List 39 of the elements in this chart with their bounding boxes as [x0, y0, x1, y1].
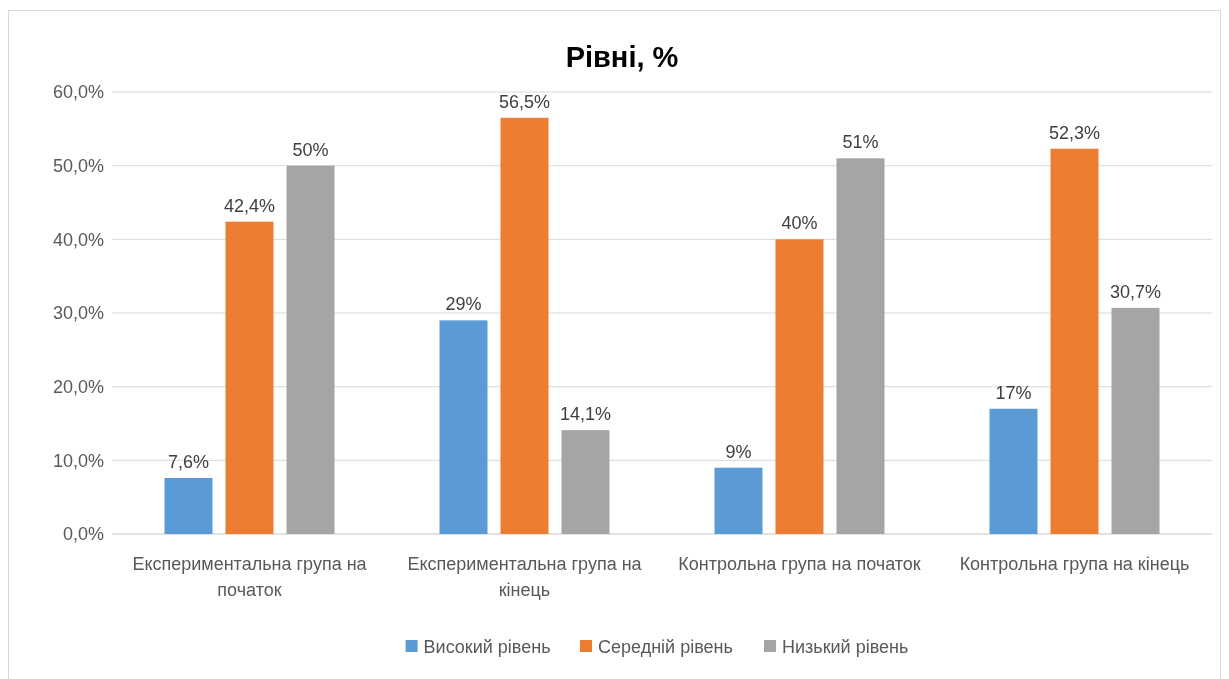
y-tick-label: 30,0% [52, 303, 104, 324]
x-tick-label: Контрольна група на кінець [959, 554, 1190, 574]
bar [775, 239, 824, 534]
bar [164, 478, 213, 534]
data-label: 14,1% [559, 404, 612, 425]
bar [1050, 148, 1099, 534]
data-label: 40% [781, 213, 818, 234]
data-label: 56,5% [498, 91, 551, 112]
legend-label: Низький рівень [782, 637, 909, 658]
legend-label: Високий рівень [423, 637, 551, 658]
bar [500, 117, 549, 534]
bar [561, 430, 610, 534]
bar [989, 408, 1038, 534]
data-label: 29% [445, 294, 482, 315]
y-tick-label: 0,0% [62, 524, 104, 545]
chart-title: Рівні, % [565, 41, 679, 73]
legend-label: Середній рівень [598, 637, 733, 658]
data-label: 51% [842, 132, 879, 153]
data-label: 50% [292, 139, 329, 160]
bar [225, 221, 274, 534]
y-tick-label: 50,0% [52, 155, 104, 176]
data-label: 30,7% [1109, 281, 1162, 302]
data-label: 42,4% [223, 195, 276, 216]
bar [836, 158, 885, 534]
y-tick-label: 20,0% [52, 376, 104, 397]
x-tick-label: Експериментальна група на початок [132, 554, 368, 600]
data-label: 9% [725, 441, 752, 462]
x-tick-label: Експериментальна група на кінець [407, 554, 643, 600]
y-tick-label: 60,0% [52, 82, 104, 103]
y-tick-label: 10,0% [52, 450, 104, 471]
bar [286, 165, 335, 534]
data-label: 7,6% [167, 452, 210, 473]
bar [714, 467, 763, 534]
x-tick-label: Контрольна група на початок [678, 554, 921, 574]
bar [1111, 307, 1160, 534]
data-label: 17% [995, 382, 1032, 403]
y-tick-label: 40,0% [52, 229, 104, 250]
data-label: 52,3% [1048, 122, 1101, 143]
bar [439, 320, 488, 534]
